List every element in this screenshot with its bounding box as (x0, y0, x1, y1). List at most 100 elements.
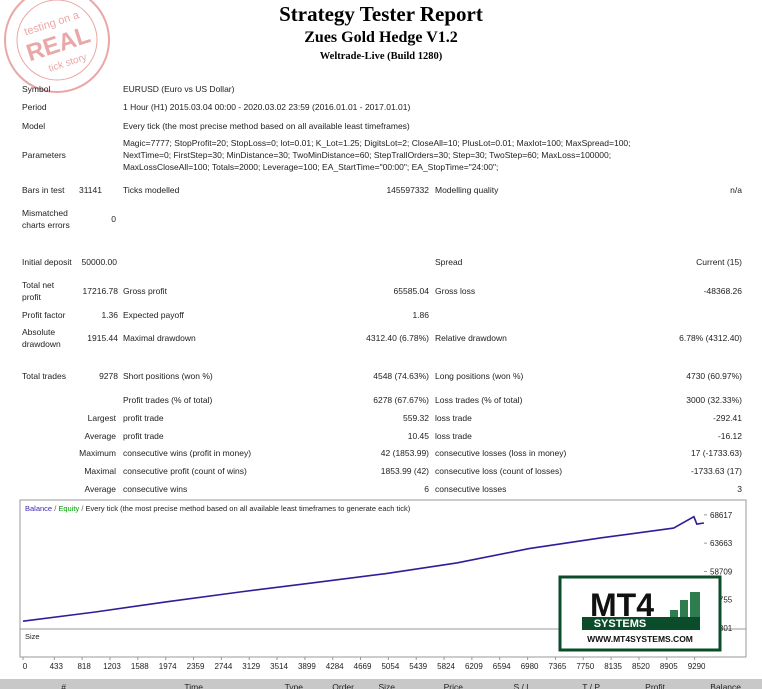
stat-value: 65585.04 (393, 286, 429, 296)
stat-label: Bars in test (22, 185, 65, 195)
stat-value: -16.12 (717, 431, 742, 441)
stat-label: Maximum (79, 448, 116, 458)
stat-label: Maximal (84, 466, 116, 476)
stat-label: Profit trades (% of total) (123, 395, 213, 405)
stamp-ring (4, 0, 110, 93)
column-header: Size (378, 682, 395, 689)
stat-value: 9278 (99, 371, 118, 381)
stat-value: Current (15) (696, 257, 742, 267)
stat-label: Total net profit (22, 280, 55, 302)
stat-value: 42 (1853.99) (380, 448, 429, 458)
stat-label: Loss trades (% of total) (435, 395, 523, 405)
stat-value: 1.36 (101, 310, 118, 320)
stat-value: 50000.00 (81, 257, 117, 267)
stat-value: 4548 (74.63%) (373, 371, 429, 381)
stat-value: -1733.63 (17) (690, 466, 742, 476)
stat-value: n/a (730, 185, 742, 195)
column-header: T / P (582, 682, 600, 689)
info-value: 1 Hour (H1) 2015.03.04 00:00 - 2020.03.0… (123, 102, 411, 112)
column-header: Balance (710, 682, 741, 689)
y-tick-label: 63663 (710, 539, 733, 548)
legend-entry: Equity (52, 504, 79, 513)
stat-label: Total trades (22, 371, 66, 381)
column-header: # (61, 682, 66, 689)
column-header: Type (285, 682, 304, 689)
logo-bar (690, 592, 700, 624)
report-title: Strategy Tester Report (279, 2, 483, 26)
stat-value: 145597332 (386, 185, 429, 195)
x-tick-label: 3514 (270, 662, 288, 671)
info-label: Parameters (22, 150, 66, 160)
stat-label: profit trade (123, 431, 164, 441)
column-header: Order (332, 682, 354, 689)
stat-label: consecutive wins (123, 484, 188, 494)
stat-value: 0 (111, 214, 116, 224)
x-tick-label: 0 (23, 662, 28, 671)
info-value: EURUSD (Euro vs US Dollar) (123, 84, 235, 94)
stat-label: Long positions (won %) (435, 371, 524, 381)
stat-value: 559.32 (403, 413, 429, 423)
stat-label: Largest (87, 413, 116, 423)
x-tick-label: 6209 (465, 662, 483, 671)
stat-label: loss trade (435, 413, 472, 423)
column-header: Profit (645, 682, 665, 689)
stat-value: 4730 (60.97%) (686, 371, 742, 381)
stat-label: Relative drawdown (435, 333, 507, 343)
x-tick-label: 5439 (409, 662, 427, 671)
stat-label: Ticks modelled (123, 185, 180, 195)
y-tick-label: 58709 (710, 567, 733, 576)
stat-value: 1915.44 (87, 333, 118, 343)
stat-value: 10.45 (407, 431, 429, 441)
stat-value: 3000 (32.33%) (686, 395, 742, 405)
x-tick-label: 3129 (242, 662, 260, 671)
logo-bar (680, 600, 688, 624)
stat-label: Modelling quality (435, 185, 499, 195)
server: Weltrade-Live (Build 1280) (319, 51, 443, 62)
legend: BalanceEquityEvery tick (the most precis… (25, 503, 410, 515)
info-label: Period (22, 102, 47, 112)
legend-entry: Balance (25, 504, 53, 513)
x-tick-label: 6980 (521, 662, 539, 671)
x-tick-label: 7365 (549, 662, 567, 671)
size-label: Size (25, 632, 40, 641)
x-tick-label: 818 (77, 662, 91, 671)
stat-label: consecutive wins (profit in money) (123, 448, 252, 458)
stat-value: 6278 (67.67%) (373, 395, 429, 405)
legend-subtitle: Every tick (the most precise method base… (79, 504, 410, 513)
y-tick-label: 68617 (710, 511, 733, 520)
stat-value: 17216.78 (82, 286, 118, 296)
column-header: S / L (514, 682, 532, 689)
x-tick-label: 8905 (660, 662, 678, 671)
stat-label: consecutive profit (count of wins) (123, 466, 247, 476)
stat-label: Profit factor (22, 310, 66, 320)
expert-name: Zues Gold Hedge V1.2 (304, 29, 458, 46)
x-tick-label: 2744 (214, 662, 232, 671)
stat-value: 17 (-1733.63) (690, 448, 742, 458)
stat-label: Expected payoff (123, 310, 184, 320)
info-value: Every tick (the most precise method base… (123, 121, 410, 131)
stamp-ring (16, 0, 98, 81)
parameter-line: Magic=7777; StopProfit=20; StopLoss=0; l… (123, 138, 631, 148)
stat-value: -48368.26 (703, 286, 742, 296)
stat-label: Mismatched charts errors (22, 208, 70, 230)
stat-label: profit trade (123, 413, 164, 423)
x-tick-label: 9290 (688, 662, 706, 671)
stat-label: Initial deposit (22, 257, 72, 267)
stat-value: 6 (424, 484, 429, 494)
x-tick-label: 6594 (493, 662, 511, 671)
stat-label: loss trade (435, 431, 472, 441)
x-tick-label: 4284 (326, 662, 344, 671)
stat-label: Average (84, 431, 116, 441)
x-tick-label: 5824 (437, 662, 455, 671)
info-label: Symbol (22, 84, 51, 94)
x-tick-label: 1588 (131, 662, 149, 671)
stat-value: 1853.99 (42) (380, 466, 429, 476)
logo-band (582, 617, 700, 630)
stat-label: Gross loss (435, 286, 476, 296)
x-tick-label: 8135 (604, 662, 622, 671)
x-tick-label: 8520 (632, 662, 650, 671)
stat-value: 4312.40 (6.78%) (366, 333, 429, 343)
